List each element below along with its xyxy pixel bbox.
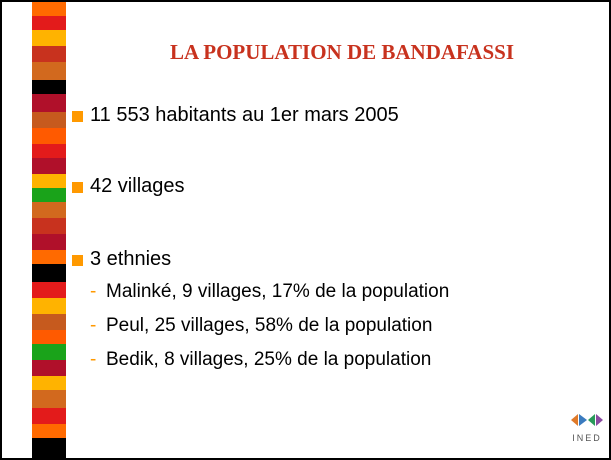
sub-bullet: -Bedik, 8 villages, 25% de la population: [90, 349, 431, 371]
bullet-text: 3 ethnies: [90, 248, 171, 270]
slide: LA POPULATION DE BANDAFASSI 11 553 habit…: [0, 0, 611, 460]
bullet: 11 553 habitants au 1er mars 2005: [72, 104, 399, 127]
logo: INED: [567, 412, 607, 443]
bullet-text: 42 villages: [90, 175, 185, 197]
sub-bullet: -Peul, 25 villages, 58% de la population: [90, 315, 432, 337]
sub-bullet: -Malinké, 9 villages, 17% de la populati…: [90, 281, 449, 303]
bullet: 42 villages: [72, 175, 185, 198]
slide-title: LA POPULATION DE BANDAFASSI: [72, 40, 611, 65]
bullet-text: 11 553 habitants au 1er mars 2005: [90, 104, 399, 126]
decorative-stripe: [32, 2, 66, 458]
bullet: 3 ethnies: [72, 248, 171, 271]
sub-bullet-text: Bedik, 8 villages, 25% de la population: [106, 349, 431, 370]
logo-text: INED: [567, 433, 607, 443]
sub-bullet-text: Malinké, 9 villages, 17% de la populatio…: [106, 281, 449, 302]
logo-icon: [569, 412, 605, 428]
sub-bullet-text: Peul, 25 villages, 58% de la population: [106, 315, 432, 336]
